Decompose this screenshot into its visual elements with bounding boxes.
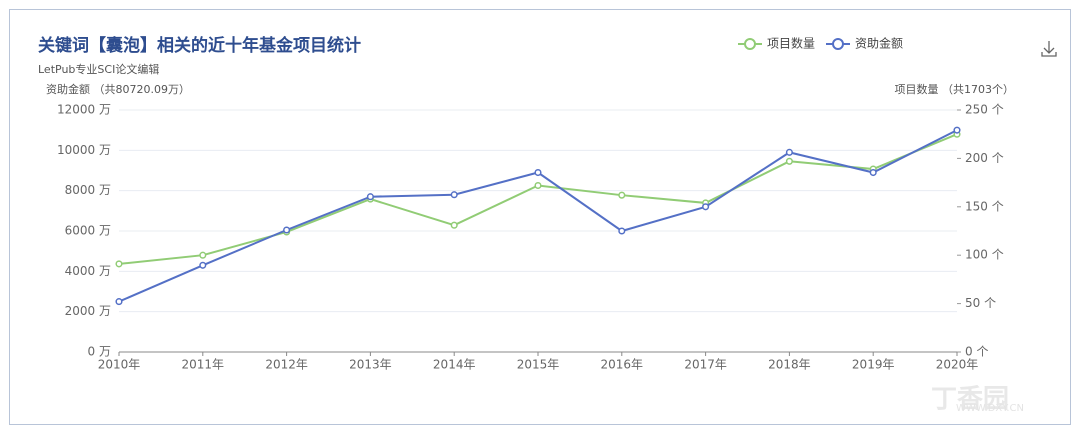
y2-tick-label: 50 个	[965, 296, 996, 310]
legend-label: 资助金额	[855, 36, 903, 51]
x-tick-label: 2019年	[852, 358, 895, 372]
chart-title: 关键词【囊泡】相关的近十年基金项目统计	[38, 35, 361, 56]
x-tick-label: 2017年	[684, 358, 727, 372]
y-tick-label: 2000 万	[65, 304, 111, 318]
data-point	[702, 203, 710, 211]
frame	[9, 9, 1071, 425]
data-point	[115, 260, 123, 268]
watermark: 丁香园	[931, 385, 1009, 415]
data-point	[450, 191, 458, 199]
y-tick-label: 6000 万	[65, 224, 111, 238]
data-point	[115, 298, 123, 306]
download-button[interactable]	[1041, 41, 1057, 57]
legend-symbol	[744, 38, 756, 50]
y2-tick-label: 100 个	[965, 248, 1004, 262]
y-tick-label: 0 万	[88, 345, 111, 359]
data-point	[283, 226, 291, 234]
data-point	[534, 181, 542, 190]
y2-tick-label: 0 个	[965, 345, 988, 359]
x-tick-label: 2012年	[265, 358, 308, 372]
y-tick-label: 12000 万	[57, 103, 111, 117]
legend-item[interactable]: 项目数量	[738, 36, 815, 51]
legend-symbol	[832, 38, 844, 50]
y2-tick-label: 250 个	[965, 103, 1004, 117]
x-tick-label: 2013年	[349, 358, 392, 372]
watermark-url: WWW.DXY.CN	[956, 403, 1024, 414]
data-point	[366, 193, 374, 201]
x-tick-label: 2020年	[936, 358, 979, 372]
data-point	[785, 148, 793, 156]
data-point	[450, 221, 458, 229]
x-tick-label: 2015年	[517, 358, 560, 372]
x-tick-label: 2010年	[98, 358, 141, 372]
data-point	[869, 168, 877, 177]
data-point	[618, 191, 626, 199]
y2-axis-title: 项目数量 （共1703个）	[895, 83, 1015, 96]
data-point	[534, 168, 542, 177]
data-point	[618, 227, 626, 235]
y-tick-label: 10000 万	[57, 143, 111, 157]
legend-label: 项目数量	[767, 36, 815, 51]
chart-subtitle: LetPub专业SCI论文编辑	[38, 62, 159, 76]
y2-tick-label: 150 个	[965, 199, 1004, 213]
data-point	[953, 126, 961, 134]
y-tick-label: 4000 万	[65, 264, 111, 278]
y2-tick-label: 200 个	[965, 151, 1004, 165]
data-point	[199, 251, 207, 259]
x-tick-label: 2018年	[768, 358, 811, 372]
x-tick-label: 2011年	[182, 358, 225, 372]
legend-item[interactable]: 资助金额	[826, 36, 903, 51]
x-tick-label: 2016年	[601, 358, 644, 372]
y-axis-title: 资助金额 （共80720.09万）	[46, 82, 190, 96]
data-point	[785, 157, 793, 165]
x-tick-label: 2014年	[433, 358, 476, 372]
y-tick-label: 8000 万	[65, 183, 111, 197]
data-point	[199, 261, 207, 269]
